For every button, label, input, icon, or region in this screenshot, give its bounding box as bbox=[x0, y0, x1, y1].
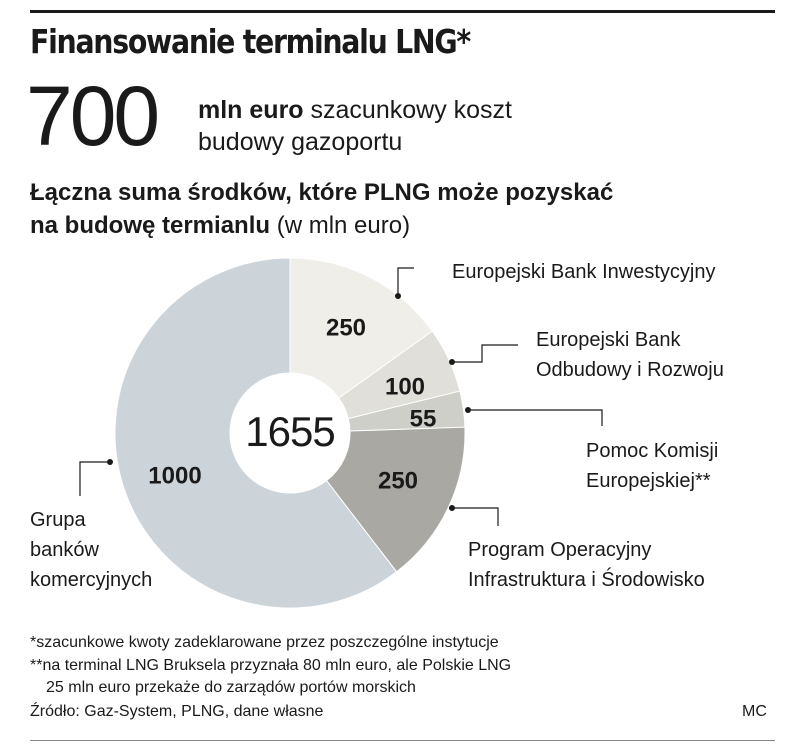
slice-category-label-line: Pomoc Komisji bbox=[586, 440, 719, 462]
source-note: Źródło: Gaz-System, PLNG, dane własne bbox=[30, 703, 324, 720]
chart-title: Finansowanie terminalu LNG* bbox=[30, 22, 471, 61]
top-rule bbox=[30, 10, 775, 13]
slice-value-label: 55 bbox=[410, 405, 437, 432]
author-credit: MC bbox=[742, 703, 767, 720]
chart-subtitle: Łączna suma środków, które PLNG może poz… bbox=[30, 176, 613, 242]
headline-desc-line2: budowy gazoportu bbox=[198, 128, 403, 156]
subtitle-line1: Łączna suma środków, które PLNG może poz… bbox=[30, 179, 614, 206]
callout-dot bbox=[465, 407, 471, 413]
pie-slice bbox=[325, 426, 466, 573]
callout-dot bbox=[107, 459, 113, 465]
footnote-2-line1: **na terminal LNG Bruksela przyznała 80 … bbox=[30, 657, 512, 674]
headline-value: 700 bbox=[26, 69, 160, 163]
callout-dot bbox=[449, 359, 455, 365]
slice-category-label-line: Program Operacyjny bbox=[468, 539, 652, 561]
slice-category-label: Grupa banków komercyjnych bbox=[30, 505, 152, 595]
pie-slice bbox=[289, 257, 433, 399]
callout-line bbox=[397, 267, 414, 296]
slice-category-label-line: Grupa bbox=[30, 509, 86, 531]
slice-category-label: Pomoc Komisji Europejskiej** bbox=[586, 436, 718, 496]
callout-line bbox=[468, 409, 603, 426]
callout-dot bbox=[395, 293, 401, 299]
slice-value-label: 1000 bbox=[148, 462, 201, 489]
subtitle-unit-note: (w mln euro) bbox=[276, 212, 411, 239]
headline-description: mln euro szacunkowy koszt budowy gazopor… bbox=[198, 94, 512, 158]
slice-value-label: 250 bbox=[378, 467, 418, 494]
slice-category-label-line: Odbudowy i Rozwoju bbox=[536, 359, 724, 381]
footnote-1: *szacunkowe kwoty zadeklarowane przez po… bbox=[30, 634, 499, 651]
callout-line bbox=[452, 344, 518, 363]
slice-category-label-line: Europejski Bank bbox=[536, 329, 681, 351]
callout-dot bbox=[449, 505, 455, 511]
footnote-2-line2: 25 mln euro przekaże do zarządów portów … bbox=[46, 679, 416, 696]
subtitle-line2: na budowę termianlu bbox=[30, 212, 271, 239]
slice-value-label: 250 bbox=[326, 314, 366, 341]
slice-category-label-line: banków bbox=[30, 539, 99, 561]
slice-category-label-line: komercyjnych bbox=[30, 569, 153, 591]
callout-line bbox=[452, 507, 499, 526]
slice-category-label: Europejski Bank Inwestycyjny bbox=[452, 257, 715, 287]
slice-category-label-line: Infrastruktura i Środowisko bbox=[468, 569, 705, 591]
headline-unit: mln euro bbox=[198, 96, 304, 124]
slice-category-label-line: Europejskiej** bbox=[586, 470, 711, 492]
headline-desc-line1: szacunkowy koszt bbox=[310, 96, 512, 124]
slice-value-label: 100 bbox=[385, 373, 425, 400]
pie-slice bbox=[114, 257, 398, 609]
slice-category-label: Europejski Bank Odbudowy i Rozwoju bbox=[536, 325, 724, 385]
slice-category-label-line: Europejski Bank Inwestycyjny bbox=[452, 261, 716, 283]
slice-category-label: Program Operacyjny Infrastruktura i Środo… bbox=[468, 535, 705, 595]
bottom-rule bbox=[30, 740, 775, 741]
callout-line bbox=[79, 461, 110, 496]
donut-total-label: 1655 bbox=[245, 408, 334, 455]
